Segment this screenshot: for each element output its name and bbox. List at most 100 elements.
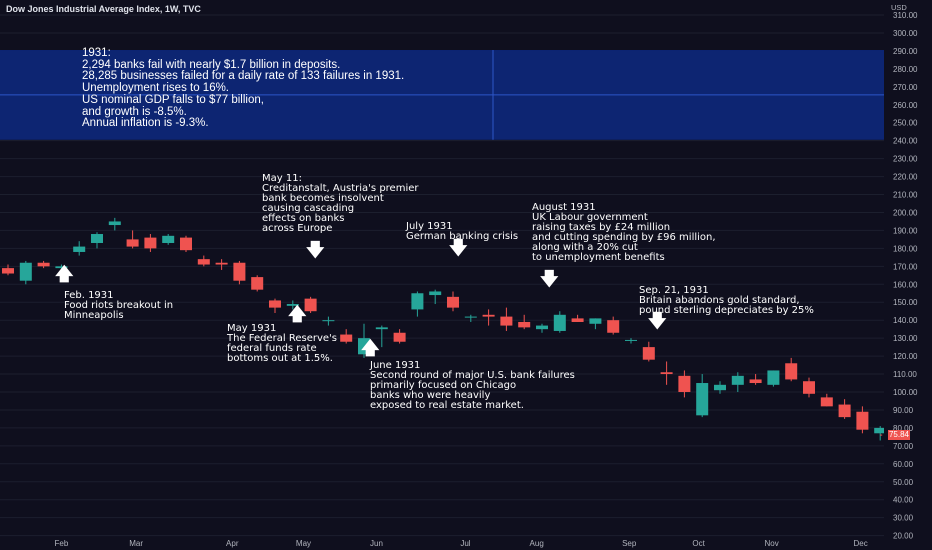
candle-body (429, 291, 442, 296)
candle-body (411, 293, 424, 310)
arrow-up-feb: 🡅 (55, 264, 74, 285)
y-tick-label: 40.00 (893, 496, 914, 505)
y-tick-label: 70.00 (893, 442, 914, 451)
chart-header-title: Dow Jones Industrial Average Index, 1W, … (6, 4, 201, 14)
annotation-feb: Feb. 1931 Food riots breakout in Minneap… (64, 290, 174, 321)
y-tick-label: 250.00 (893, 119, 918, 128)
y-tick-label: 110.00 (893, 370, 917, 379)
y-tick-label: 230.00 (893, 155, 918, 164)
candle-body (322, 320, 335, 322)
candle-body (571, 318, 584, 322)
x-tick-label: Feb (55, 539, 69, 548)
arrow-down-aug: 🡇 (540, 269, 559, 290)
candle-body (197, 259, 210, 265)
candle-body (340, 334, 353, 342)
candle-body (785, 363, 798, 380)
candle-body (126, 239, 139, 247)
annotation-aug: August 1931 UK Labour government raising… (532, 202, 716, 263)
info-box-line: Annual inflation is -9.3%. (82, 117, 209, 130)
x-tick-label: Nov (765, 539, 779, 548)
y-tick-label: 300.00 (893, 29, 918, 38)
candle-body (358, 338, 370, 355)
y-tick-label: 200.00 (893, 208, 918, 217)
candle-body (642, 347, 655, 360)
y-tick-label: 290.00 (893, 47, 918, 56)
y-axis: 20.00 30.00 40.00 50.00 60.00 70.00 80.00 90.00… (884, 0, 932, 550)
y-tick-label: 130.00 (893, 334, 918, 343)
annotation-june: June 1931 Second round of major U.S. ban… (370, 360, 575, 411)
y-tick-label: 210.00 (893, 191, 918, 200)
candle-body (19, 262, 32, 281)
candle-body (144, 237, 157, 249)
candle-body (375, 327, 388, 330)
last-price-label: 75.84 (888, 430, 910, 441)
candle-body (500, 316, 513, 326)
candle-body (714, 384, 726, 391)
x-tick-label: May (296, 539, 311, 548)
candle-body (393, 332, 406, 342)
y-tick-label: 30.00 (893, 514, 914, 523)
candle-body (233, 262, 246, 281)
arrow-up-june: 🡅 (361, 338, 380, 359)
candle-body (180, 237, 192, 251)
y-tick-label: 120.00 (893, 352, 918, 361)
candle-body (803, 381, 815, 394)
candle-body (660, 372, 673, 375)
x-tick-label: Apr (226, 539, 239, 548)
info-box-line: 1931: (82, 47, 111, 59)
y-tick-label: 220.00 (893, 173, 918, 182)
y-tick-label: 140.00 (893, 316, 918, 325)
candle-body (607, 320, 620, 333)
arrow-up-may: 🡅 (288, 304, 307, 325)
info-box-text: 1931: 2,294 banks fail with nearly $1.7 b… (82, 47, 405, 130)
y-tick-label: 280.00 (893, 65, 918, 74)
y-tick-label: 260.00 (893, 101, 918, 110)
x-tick-label: Mar (129, 539, 143, 548)
info-box-line: 28,285 businesses failed for a daily rat… (82, 70, 405, 83)
candle-body (589, 318, 602, 324)
candle-body (749, 379, 762, 384)
candle-body (518, 321, 531, 328)
candle-body (91, 234, 103, 243)
y-tick-label: 160.00 (893, 280, 918, 289)
candle-body (553, 314, 566, 331)
x-axis-background (0, 537, 884, 550)
candle-body (820, 397, 833, 407)
candle-body (678, 375, 691, 392)
candle-body (767, 370, 780, 385)
candle-body (625, 339, 637, 341)
annotation-may: May 1931 The Federal Reserve's federal f… (227, 323, 337, 364)
candle-body (482, 314, 495, 317)
y-tick-label: 60.00 (893, 460, 914, 469)
info-box-line: US nominal GDP falls to $77 billion, (82, 93, 264, 106)
info-box-line: 2,294 banks fail with nearly $1.7 billio… (82, 58, 341, 71)
arrow-down-sep: 🡇 (648, 311, 667, 332)
candle-body (73, 246, 86, 252)
candle-body (286, 304, 299, 306)
y-tick-label: 50.00 (893, 478, 914, 487)
y-tick-label: 310.00 (893, 11, 918, 20)
y-tick-label: 100.00 (893, 388, 918, 397)
y-tick-label: 90.00 (893, 406, 914, 415)
candle-body (251, 277, 264, 290)
x-tick-label: Sep (622, 539, 637, 548)
x-tick-label: Dec (854, 539, 868, 548)
candle-body (447, 296, 459, 308)
y-axis-background (884, 0, 932, 550)
candle-body (696, 383, 709, 416)
candle-body (55, 266, 68, 269)
y-tick-label: 190.00 (893, 226, 918, 235)
annotation-sep: Sep. 21, 1931 Britain abandons gold stan… (639, 285, 814, 316)
y-axis-unit: USD (891, 3, 907, 12)
y-tick-label: 180.00 (893, 244, 918, 253)
y-tick-label: 150.00 (893, 298, 918, 307)
candle-body (269, 300, 281, 308)
candle-body (2, 268, 14, 274)
candle-body (838, 404, 851, 418)
x-tick-label: Oct (692, 539, 705, 548)
x-tick-label: Jun (370, 539, 383, 548)
arrow-down-july: 🡇 (449, 238, 468, 259)
candle-body (162, 235, 175, 243)
annotation-july: July 1931 German banking crisis (406, 221, 519, 242)
